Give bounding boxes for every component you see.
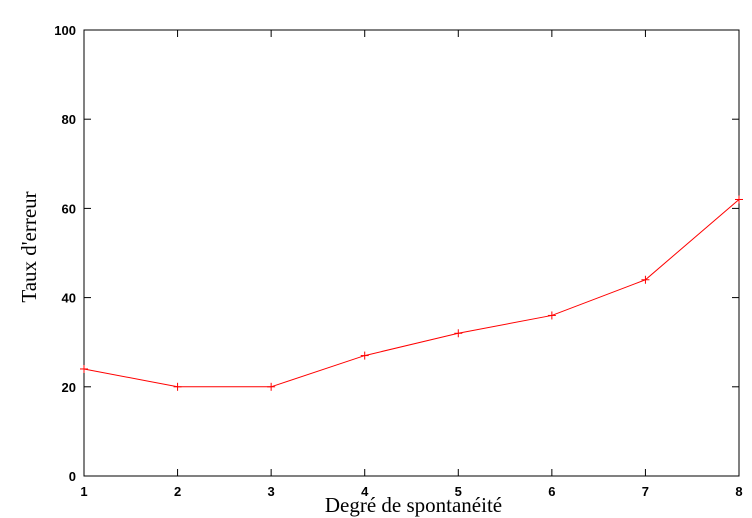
x-axis-title: Degré de spontanéité [325,493,502,517]
x-tick-label: 8 [735,484,742,499]
data-point [735,195,743,204]
x-tick-label: 4 [361,484,369,499]
x-tick-label: 3 [268,484,275,499]
series-line [83,199,740,388]
data-point [547,311,556,320]
y-tick-label: 60 [62,201,76,216]
x-tick-label: 1 [80,484,87,499]
data-point [267,382,276,391]
x-tick-label: 6 [548,484,555,499]
x-tick-label: 5 [455,484,462,499]
y-axis-title: Taux d'erreur [17,191,41,302]
data-point [360,351,369,360]
data-point [454,329,463,338]
axes: 0 20 40 60 80 100 1 2 3 4 5 6 7 8 [54,23,742,499]
x-tick-label: 7 [642,484,649,499]
series-layer [80,195,743,391]
data-point [80,364,88,373]
x-tick-label: 2 [174,484,181,499]
data-point [173,382,182,391]
data-point [641,275,650,284]
y-tick-label: 80 [62,112,76,127]
y-tick-label: 0 [69,469,76,484]
y-tick-label: 20 [62,380,76,395]
plot-frame [83,29,740,477]
y-tick-label: 40 [62,291,76,306]
y-tick-label: 100 [54,23,76,38]
